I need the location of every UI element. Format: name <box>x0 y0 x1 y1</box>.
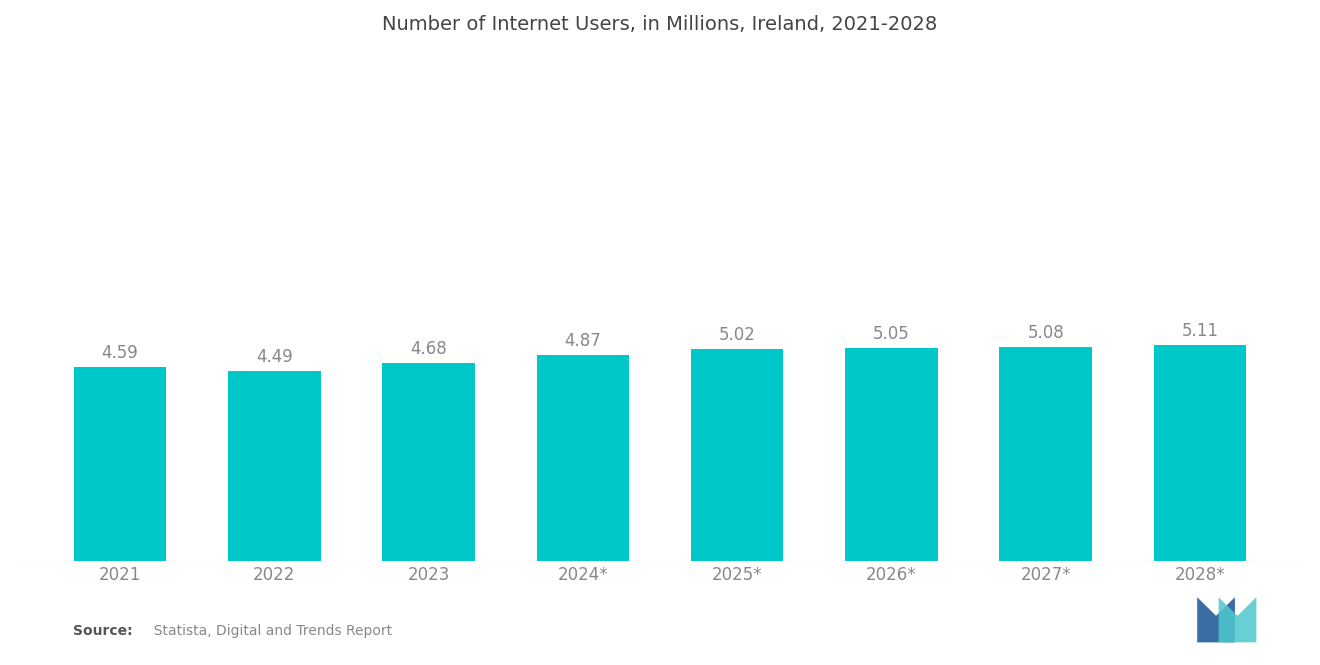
Bar <box>1154 345 1246 561</box>
Text: 5.02: 5.02 <box>718 326 755 344</box>
Bar <box>228 372 321 561</box>
Text: 4.87: 4.87 <box>565 332 601 350</box>
Text: 4.68: 4.68 <box>411 340 447 358</box>
Text: 4.59: 4.59 <box>102 344 139 362</box>
Text: 4.49: 4.49 <box>256 348 293 366</box>
Bar <box>74 367 166 561</box>
Bar <box>845 348 937 561</box>
Title: Number of Internet Users, in Millions, Ireland, 2021-2028: Number of Internet Users, in Millions, I… <box>383 15 937 34</box>
Text: Source:: Source: <box>73 624 132 638</box>
Text: 5.05: 5.05 <box>873 325 909 342</box>
Bar <box>536 355 630 561</box>
Text: Statista, Digital and Trends Report: Statista, Digital and Trends Report <box>145 624 392 638</box>
Text: 5.08: 5.08 <box>1027 324 1064 342</box>
Text: 5.11: 5.11 <box>1181 323 1218 340</box>
Bar <box>383 364 475 561</box>
Bar <box>999 346 1092 561</box>
Bar <box>690 349 784 561</box>
